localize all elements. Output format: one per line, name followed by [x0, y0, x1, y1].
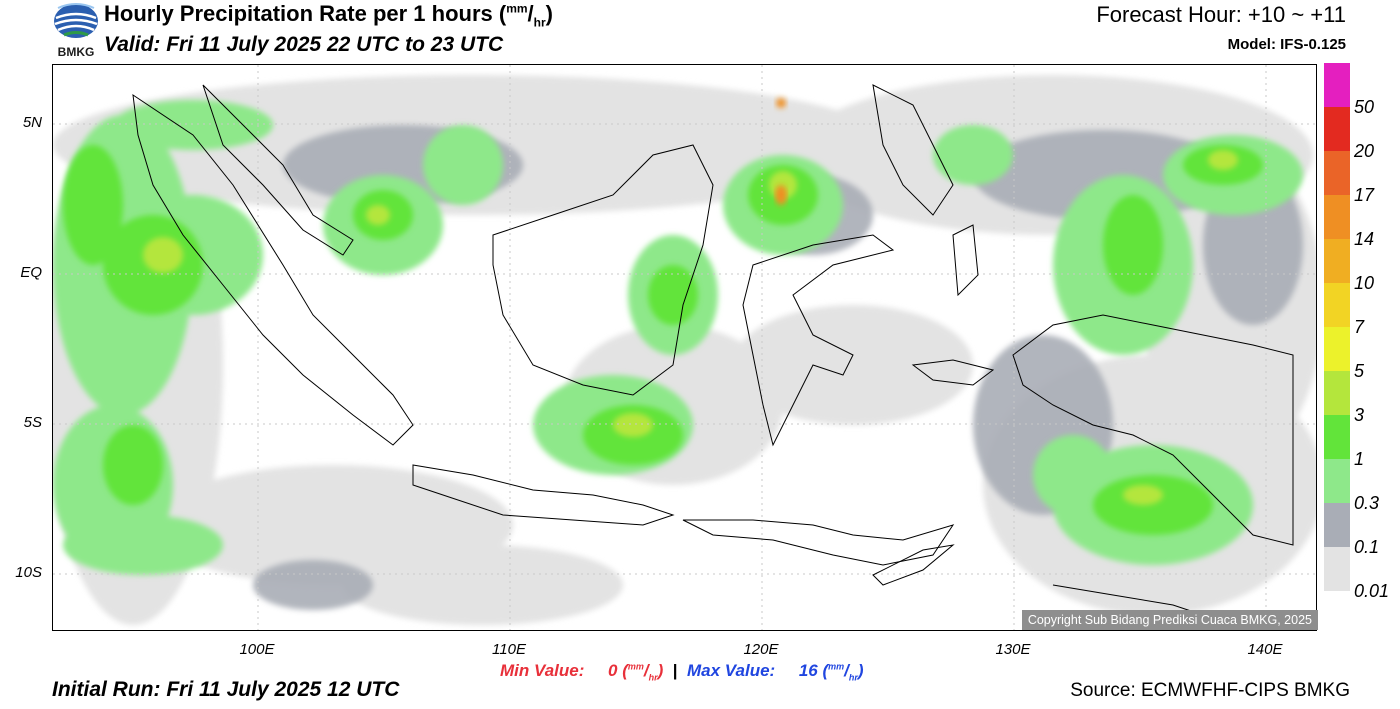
colorbar-label-5: 5: [1354, 361, 1365, 381]
map-canvas: [53, 65, 1316, 630]
precip-layer-intense: [775, 98, 787, 205]
colorbar-label-7: 7: [1354, 317, 1365, 337]
colorbar-label-0.1: 0.1: [1354, 537, 1380, 557]
max-value: 16 (mm/hr): [798, 661, 864, 683]
max-value-label: Max Value:: [687, 661, 776, 680]
coastlines: [132, 84, 1294, 630]
colorbar-swatch-20: [1324, 107, 1350, 151]
map-title-unit: (mm/hr): [498, 1, 553, 30]
colorbar-swatch-0.1: [1324, 503, 1350, 547]
valid-time: Valid: Fri 11 July 2025 22 UTC to 23 UTC: [104, 33, 504, 56]
bmkg-logo: BMKG: [52, 2, 100, 60]
lon-label-130e: 130E: [995, 641, 1031, 658]
lon-label-110e: 110E: [492, 641, 526, 658]
logo-text: BMKG: [57, 45, 95, 59]
colorbar-label-17: 17: [1354, 185, 1375, 205]
colorbar-label-14: 14: [1354, 229, 1375, 249]
min-value: 0 (mm/hr): [608, 661, 664, 683]
colorbar-label-10: 10: [1354, 273, 1375, 293]
colorbar-swatch-7: [1324, 283, 1350, 327]
lat-label-eq: EQ: [20, 264, 42, 281]
colorbar-swatch-0.3: [1324, 459, 1350, 503]
colorbar-swatch-10: [1324, 239, 1350, 283]
colorbar-swatch-50: [1324, 63, 1350, 107]
min-max-separator: |: [672, 661, 678, 680]
lat-label-10s: 10S: [15, 564, 42, 581]
initial-run: Initial Run: Fri 11 July 2025 12 UTC: [52, 678, 400, 701]
colorbar-label-3: 3: [1354, 405, 1365, 425]
colorbar-label-1: 1: [1354, 449, 1365, 469]
colorbar-swatch-1: [1324, 415, 1350, 459]
lon-label-100e: 100E: [239, 641, 275, 658]
colorbar-swatch-5: [1324, 327, 1350, 371]
colorbar-swatch-3: [1324, 371, 1350, 415]
precipitation-map: [52, 64, 1317, 631]
min-max-summary: Min Value: 0 (mm/hr) | Max Value: 16 (mm…: [500, 661, 864, 682]
lon-label-120e: 120E: [743, 641, 779, 658]
min-value-label: Min Value:: [500, 661, 585, 680]
colorbar-label-0.01: 0.01: [1354, 581, 1390, 601]
map-title: Hourly Precipitation Rate per 1 hours (m…: [104, 1, 553, 29]
precip-layer-heavy: [143, 150, 1238, 505]
colorbar: [1324, 63, 1350, 591]
map-title-text: Hourly Precipitation Rate per 1 hours: [104, 1, 493, 26]
lat-label-5n: 5N: [22, 114, 42, 131]
colorbar-swatch-17: [1324, 151, 1350, 195]
lon-label-140e: 140E: [1247, 641, 1283, 658]
lat-label-5s: 5S: [23, 414, 42, 431]
model-name: Model: IFS-0.125: [1227, 36, 1346, 53]
copyright-note: Copyright Sub Bidang Prediksi Cuaca BMKG…: [1021, 610, 1318, 630]
colorbar-label-50: 50: [1354, 97, 1375, 117]
data-source: Source: ECMWFHF-CIPS BMKG: [1070, 680, 1350, 701]
colorbar-swatch-0.01: [1324, 547, 1350, 591]
colorbar-label-0.3: 0.3: [1354, 493, 1380, 513]
colorbar-swatch-14: [1324, 195, 1350, 239]
forecast-hour: Forecast Hour: +10 ~ +11: [1096, 2, 1346, 27]
colorbar-label-20: 20: [1354, 141, 1375, 161]
